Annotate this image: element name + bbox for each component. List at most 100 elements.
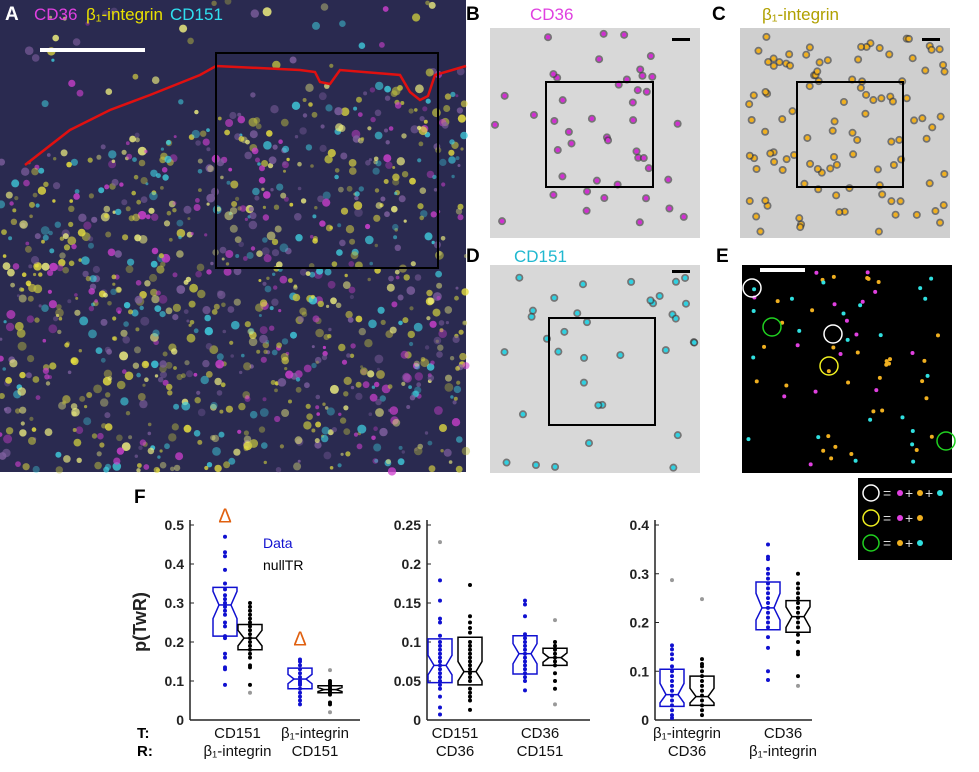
null-point [700,703,704,708]
fluorescence-speckle [262,214,270,221]
fluorescence-speckle [429,320,437,328]
detection-marker [751,93,757,98]
fluorescence-speckle [20,287,25,292]
fluorescence-speckle [136,372,141,378]
fluorescence-speckle [317,300,324,308]
fluorescence-speckle [31,167,39,176]
fluorescence-speckle [59,252,66,259]
data-point [523,655,527,660]
fluorescence-speckle [299,268,307,276]
fluorescence-speckle [374,243,378,248]
fluorescence-speckle [266,276,270,280]
null-point [700,674,704,679]
fluorescence-speckle [355,392,363,400]
fluorescence-speckle [278,139,283,144]
fluorescence-speckle [77,228,86,237]
detection-marker [569,141,574,146]
detection-marker [771,56,776,61]
fluorescence-speckle [173,135,177,139]
fluorescence-speckle [149,191,158,201]
data-point [298,694,302,699]
fluorescence-speckle [365,223,371,230]
null-point [248,636,252,641]
fluorescence-speckle [120,397,129,406]
fluorescence-speckle [303,364,312,373]
fluorescence-speckle [358,42,366,49]
null-outlier [553,618,557,623]
data-point [223,655,227,660]
fluorescence-speckle [248,117,258,127]
legend-plus: + [905,485,913,501]
fluorescence-speckle [289,56,297,64]
fluorescence-speckle [111,336,116,341]
fluorescence-speckle [111,159,116,164]
fluorescence-speckle [438,329,448,339]
data-point [438,620,442,625]
fluorescence-speckle [173,403,180,410]
detection-marker [810,308,815,313]
null-point [248,640,252,644]
fluorescence-speckle [88,193,94,199]
fluorescence-speckle [292,293,301,302]
fluorescence-speckle [403,373,412,383]
fluorescence-speckle [367,126,372,131]
detection-marker [927,180,933,186]
fluorescence-speckle [206,269,212,275]
colocalization-circle-triple [742,278,762,298]
fluorescence-speckle [363,91,368,96]
fluorescence-speckle [320,124,325,129]
fluorescence-speckle [320,3,329,11]
fluorescence-speckle [374,354,384,364]
fluorescence-speckle [324,406,329,410]
fluorescence-speckle [204,314,211,322]
fluorescence-speckle [266,231,276,241]
fluorescence-speckle [433,188,438,192]
detection-marker [854,332,859,337]
fluorescence-speckle [78,258,82,262]
fluorescence-speckle [19,220,28,229]
fluorescence-speckle [136,468,141,473]
fluorescence-speckle [450,91,456,97]
fluorescence-speckle [38,167,45,174]
detection-marker [752,287,757,292]
null-box [317,684,343,694]
fluorescence-speckle [337,223,342,228]
fluorescence-speckle [136,199,142,205]
null-point [248,620,252,625]
fluorescence-speckle [103,369,113,378]
fluorescence-speckle [398,195,406,203]
fluorescence-speckle [280,192,287,199]
fluorescence-speckle [414,108,418,112]
fluorescence-speckle [183,279,189,285]
fluorescence-speckle [210,261,214,266]
fluorescence-speckle [415,84,424,94]
fluorescence-speckle [276,342,282,349]
panel-a-speckle [0,0,471,476]
fluorescence-speckle [417,203,424,210]
fluorescence-speckle [390,416,399,425]
null-outlier [328,710,332,715]
panel-d-markers [500,273,699,472]
fluorescence-speckle [455,208,463,215]
fluorescence-speckle [71,243,77,250]
fluorescence-speckle [233,267,242,276]
fluorescence-speckle [244,321,251,328]
fluorescence-speckle [319,144,327,152]
fluorescence-speckle [28,436,36,445]
null-outlier [700,597,704,602]
detection-marker [842,209,848,215]
data-point [298,686,302,691]
fluorescence-speckle [74,309,81,316]
fluorescence-speckle [195,140,201,146]
fluorescence-speckle [374,381,380,388]
null-outlier [248,690,252,695]
detection-marker [873,289,878,294]
fluorescence-speckle [385,140,390,145]
detection-marker [796,215,802,221]
fluorescence-speckle [140,196,148,204]
null-point [796,615,800,620]
fluorescence-speckle [372,458,379,464]
fluorescence-speckle [312,238,318,244]
fluorescence-speckle [96,451,102,457]
fluorescence-speckle [312,21,320,30]
